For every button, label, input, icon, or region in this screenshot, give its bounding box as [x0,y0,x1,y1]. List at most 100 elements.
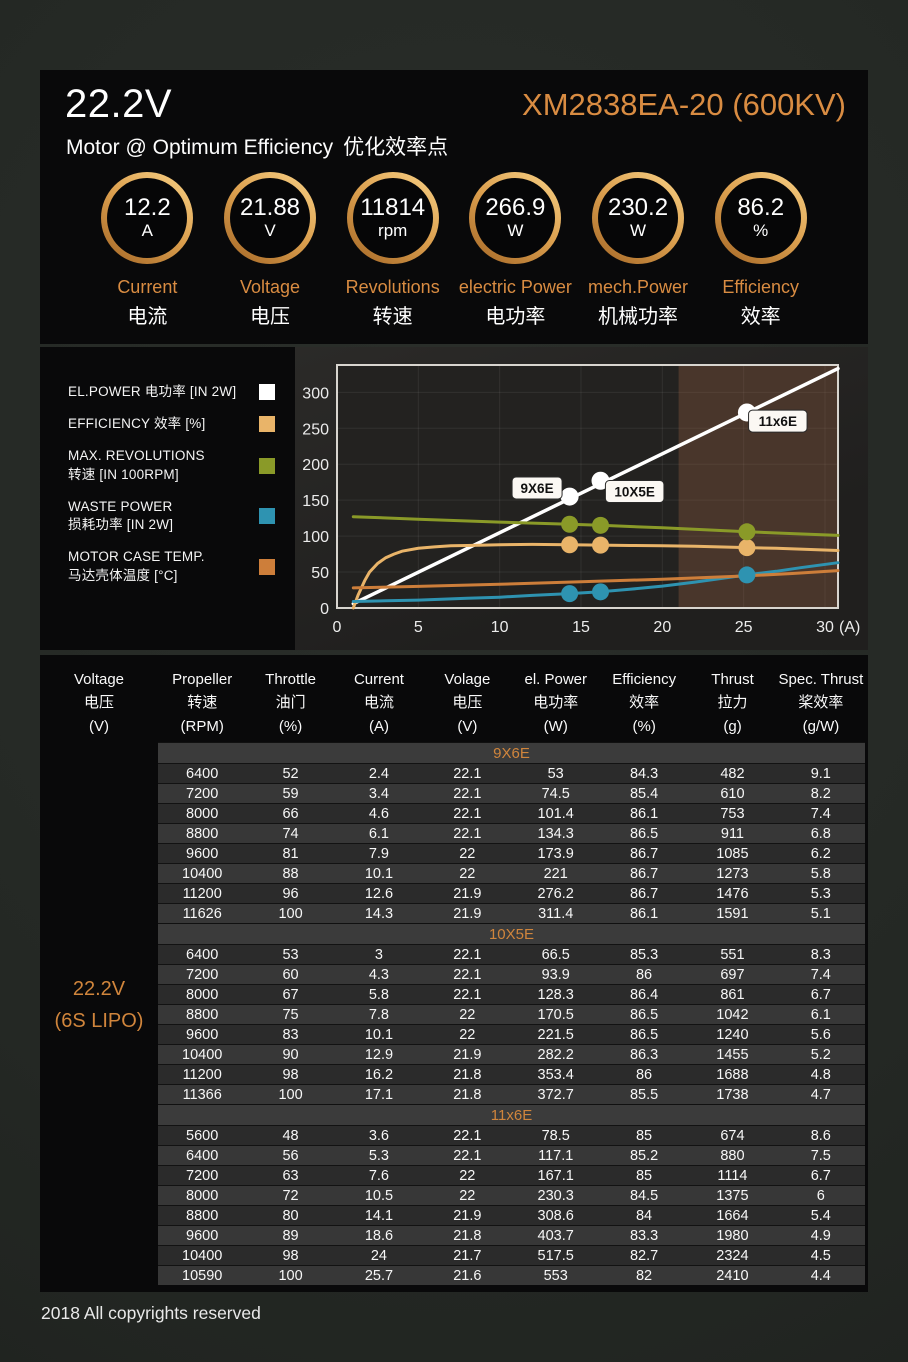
table-cell: 1375 [716,1187,749,1204]
table-cell: 8.3 [810,946,831,963]
table-cell: 4.7 [810,1086,831,1103]
table-cell: 11200 [182,1066,222,1083]
table-cell: 12.9 [364,1046,394,1063]
badge-ring: 230.2 W [592,172,685,264]
table-cell: 1664 [716,1207,749,1224]
table-cell: 6400 [186,765,219,782]
table-cell: 6.2 [810,845,831,862]
table-cell: 10.1 [364,1026,394,1043]
table-cell: 100 [278,1267,303,1284]
svg-text:25: 25 [735,619,753,636]
chart-panel: EL.POWER 电功率 [IN 2W] EFFICIENCY 效率 [%] MAX… [40,347,868,650]
table-cell: 8.2 [810,785,831,802]
table-cell: 403.7 [537,1227,574,1244]
svg-text:(A): (A) [839,619,860,636]
badge-label-cn: 电压 [250,306,290,328]
table-cell: 8.6 [810,1127,831,1144]
table-row: 6400 56 5.3 22.1 117.1 85.2 880 7.5 [158,1145,865,1165]
header-panel: 22.2V Motor @ Optimum Efficiency 优化效率点 XM… [40,70,868,344]
legend-label: EL.POWER 电功率 [IN 2W] [68,384,237,399]
badge-value: 230.2 [607,193,669,221]
table-cell: 74.5 [541,785,570,802]
table-cell: 100 [278,1086,303,1103]
svg-text:5: 5 [414,619,423,636]
table-cell: 96 [282,885,299,902]
table-cell: 9600 [186,845,219,862]
table-cell: 8000 [186,805,219,822]
table-cell: 7200 [186,1167,219,1184]
table-cell: 10400 [182,865,223,882]
battery-type: (6S LIPO) [54,1010,144,1032]
table-cell: 90 [282,1046,299,1063]
badge-value: 86.2 [737,193,785,221]
copyright-text: 2018 All copyrights reserved [41,1303,261,1323]
table-cell: 5.6 [810,1026,831,1043]
table-cell: 21.9 [453,905,482,922]
table-cell: 72 [282,1187,299,1204]
table-cell: 85.5 [629,1086,659,1103]
battery-voltage-cell: 22.2V (6S LIPO) [40,973,158,1037]
table-cell: 24 [370,1247,387,1264]
table-row: 9600 81 7.9 22 173.9 86.7 1085 6.2 [158,843,865,863]
table-cell: 86.7 [629,845,659,862]
table-cell: 167.1 [537,1167,574,1184]
svg-text:200: 200 [302,457,329,474]
table-cell: 10.1 [364,865,394,882]
battery-voltage-value: 22.2V [72,978,126,1000]
table-cell: 53 [282,946,299,963]
table-row: 8800 74 6.1 22.1 134.3 86.5 911 6.8 [158,823,865,843]
table-cell: 21.8 [453,1086,482,1103]
table-cell: 66.5 [541,946,570,963]
legend-swatch [259,457,275,474]
badge-label-cn: 电流 [127,306,168,328]
metric-badge-current: 12.2 A Current 电流 [86,172,209,329]
table-cell: 21.8 [453,1066,482,1083]
badge-unit: rpm [378,221,408,241]
table-cell: 1688 [716,1066,749,1083]
table-row: 8800 80 14.1 21.9 308.6 84 1664 5.4 [158,1205,865,1225]
table-cell: 1085 [716,845,749,862]
table-cell: 3 [374,946,383,963]
table-cell: 7200 [186,966,219,983]
table-row: 11200 96 12.6 21.9 276.2 86.7 1476 5.3 [158,883,865,903]
table-cell: 9600 [186,1227,219,1244]
table-cell: 11200 [182,885,222,902]
table-cell: 86.7 [629,885,659,902]
table-cell: 21.9 [453,885,482,902]
table-cell: 5.8 [810,865,831,882]
page-title-voltage: 22.2V [65,82,173,126]
metric-badge-voltage: 21.88 V Voltage 电压 [209,172,332,329]
badge-label-en: Efficiency [722,277,800,297]
table-cell: 21.6 [453,1267,482,1284]
badge-unit: W [629,221,647,241]
table-cell: 1591 [716,905,749,922]
table-cell: 18.6 [364,1227,394,1244]
table-cell: 22 [459,1187,476,1204]
table-cell: 5.2 [810,1046,831,1063]
table-cell: 1476 [716,885,749,902]
table-cell: 78.5 [541,1127,570,1144]
table-cell: 98 [282,1066,299,1083]
svg-text:11x6E: 11x6E [759,414,797,429]
table-row: 6400 52 2.4 22.1 53 84.3 482 9.1 [158,763,865,783]
table-row: 8800 75 7.8 22 170.5 86.5 1042 6.1 [158,1004,865,1024]
badge-label-en: Current [117,277,178,297]
table-row: 11366 100 17.1 21.8 372.7 85.5 1738 4.7 [158,1084,865,1104]
svg-text:30: 30 [816,619,834,636]
table-cell: 5.3 [368,1147,390,1164]
table-row: 6400 53 3 22.1 66.5 85.3 551 8.3 [158,944,865,964]
motor-model-title: XM2838EA-20 (600KV) [522,87,846,122]
table-cell: 85.4 [629,785,659,802]
legend-swatch [259,508,275,525]
table-cell: 6.1 [368,825,390,842]
table-cell: 53 [547,765,564,782]
table-cell: 63 [282,1167,299,1184]
table-cell: 517.5 [537,1247,574,1264]
table-cell: 674 [720,1127,745,1144]
column-header-el-power: el. Power 电功率 (W) [524,671,588,735]
table-cell: 128.3 [537,986,574,1003]
table-cell: 1240 [716,1026,749,1043]
svg-text:50: 50 [311,565,329,582]
table-row: 7200 60 4.3 22.1 93.9 86 697 7.4 [158,964,865,984]
